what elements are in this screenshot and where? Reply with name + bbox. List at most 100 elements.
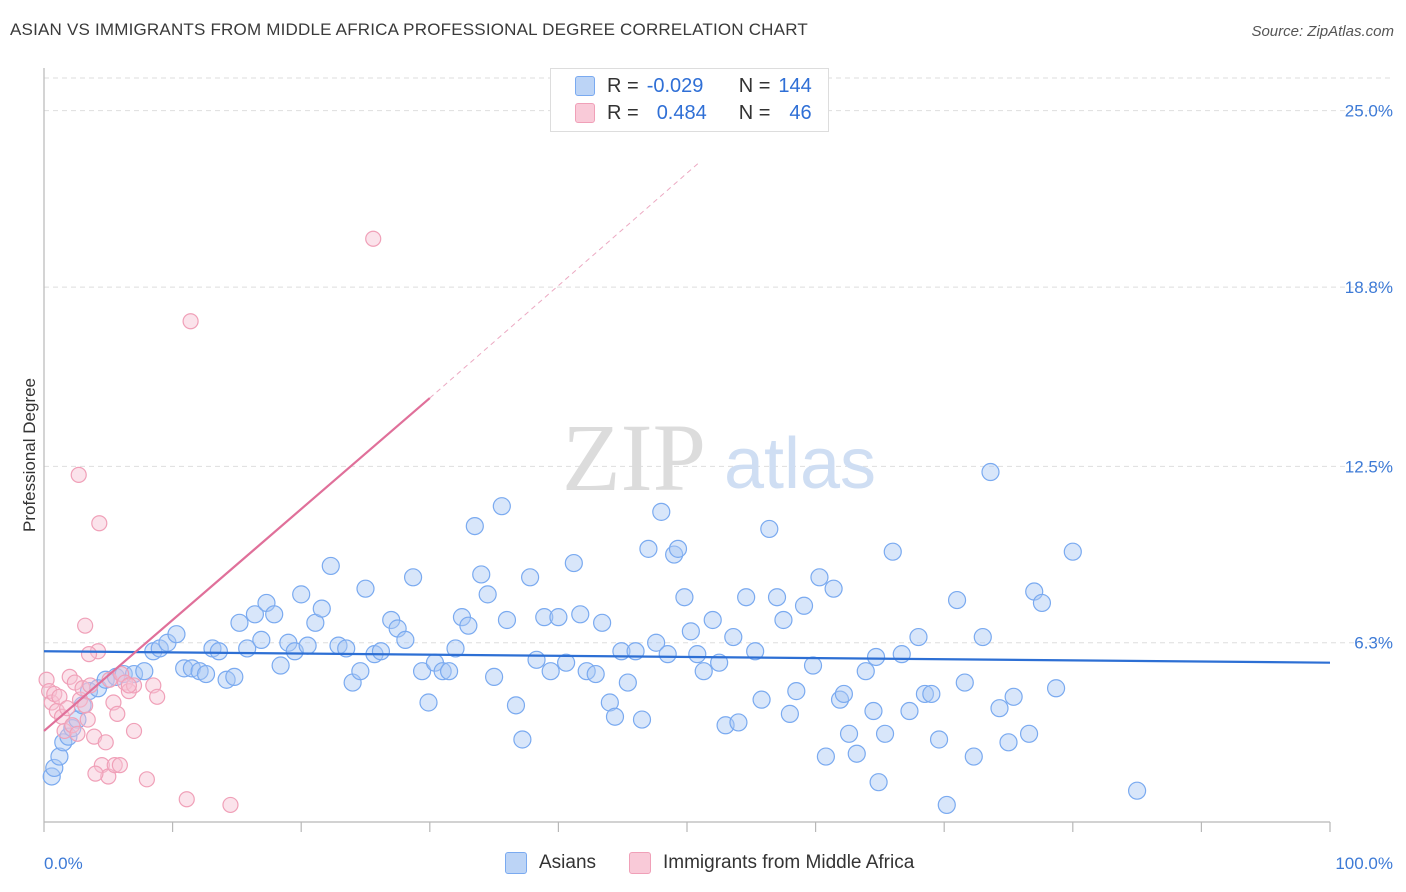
asian-point: [964, 747, 983, 766]
legend-n-label: N =: [738, 101, 771, 124]
asian-point: [298, 636, 317, 655]
asian-point: [892, 645, 911, 664]
asian-point: [513, 730, 532, 749]
chart-title: ASIAN VS IMMIGRANTS FROM MIDDLE AFRICA P…: [10, 20, 808, 39]
asian-point: [787, 682, 806, 701]
asian-point: [521, 568, 540, 587]
asian-point: [869, 773, 888, 792]
asian-point: [973, 627, 992, 647]
asian-point: [196, 664, 216, 684]
asian-point: [1019, 724, 1039, 743]
legend-r-label: R =: [607, 74, 639, 97]
bottom-legend-label-asians: Asians: [539, 852, 597, 873]
y-tick-label: 12.5%: [1345, 457, 1393, 476]
asian-point: [403, 568, 423, 587]
asian-point: [929, 730, 949, 749]
asian-point: [955, 673, 974, 692]
asian-point: [96, 670, 115, 689]
asian-point: [433, 662, 452, 681]
middle-africa-point: [69, 725, 86, 742]
asian-point: [230, 613, 249, 632]
asian-point: [875, 724, 895, 743]
asian-point: [265, 605, 284, 624]
middle-africa-point: [97, 734, 114, 751]
asian-point: [900, 701, 919, 721]
legend-swatch-middle-africa: [575, 103, 595, 123]
asian-point: [586, 664, 605, 684]
middle-africa-point: [125, 677, 143, 694]
asian-point: [351, 662, 370, 681]
asian-point: [710, 653, 729, 672]
asian-point: [1063, 542, 1082, 561]
asian-point: [810, 568, 829, 587]
middle-africa-point: [79, 711, 96, 728]
asian-point: [834, 684, 853, 704]
middle-africa-point: [91, 515, 108, 532]
middle-africa-point: [365, 230, 382, 247]
asian-point: [752, 690, 771, 709]
asian-point: [245, 605, 265, 624]
asian-point: [419, 693, 438, 712]
asian-point: [915, 684, 935, 704]
grid-lines: [44, 77, 1392, 644]
asian-point: [866, 647, 886, 667]
middle-africa-point: [120, 677, 137, 694]
asian-point: [990, 699, 1009, 718]
asian-point: [694, 662, 713, 681]
asian-point: [909, 627, 928, 647]
asian-point: [439, 662, 459, 681]
y-tick-label: 18.8%: [1345, 278, 1393, 297]
asian-point: [167, 625, 186, 644]
middle-africa-point: [77, 617, 94, 634]
asian-point: [883, 542, 902, 561]
middle-africa-point: [111, 756, 128, 774]
middle-africa-point: [113, 665, 130, 683]
asian-point: [356, 579, 375, 598]
asian-point: [760, 519, 779, 539]
asian-point: [497, 610, 517, 630]
asian-point: [1127, 781, 1147, 800]
watermark-zip: ZIP: [562, 404, 706, 511]
asian-point: [396, 630, 415, 650]
asian-point: [605, 707, 625, 726]
asian-point: [981, 462, 1000, 482]
middle-africa-point: [51, 688, 68, 705]
asian-point: [337, 639, 356, 658]
asian-point: [774, 610, 793, 630]
asian-point: [632, 710, 652, 729]
asian-point: [371, 642, 391, 661]
asian-point: [737, 588, 756, 607]
middle-africa-point: [125, 722, 143, 740]
middle-africa-point: [109, 705, 126, 722]
asian-point: [459, 616, 478, 635]
asian-point: [658, 645, 677, 664]
asian-point: [681, 622, 700, 641]
asian-point: [312, 599, 331, 618]
legend-n-label: N =: [738, 74, 771, 97]
asian-point: [593, 613, 612, 632]
asian-point: [506, 696, 526, 715]
asian-point: [175, 659, 194, 678]
middle-africa-point: [182, 313, 199, 330]
asian-point: [647, 633, 666, 652]
source-label: Source: ZipAtlas.com: [1251, 23, 1394, 40]
asian-point: [45, 758, 64, 778]
legend-r-value: 0.484: [656, 101, 707, 124]
asian-point: [271, 656, 290, 675]
y-tick-label: 6.3%: [1354, 634, 1393, 653]
middle-africa-point: [87, 765, 104, 782]
x-tick-label: 100.0%: [1335, 854, 1393, 873]
data-points: [38, 230, 1147, 815]
bottom-legend-middle-africa: Immigrants from Middle Africa: [629, 852, 914, 874]
asian-point: [780, 704, 799, 723]
asian-point: [824, 579, 843, 598]
asian-point: [947, 590, 967, 610]
asian-point: [839, 724, 859, 743]
asian-point: [485, 667, 504, 686]
asian-point: [292, 585, 311, 604]
asian-point: [527, 650, 546, 669]
asian-point: [321, 556, 340, 576]
legend-n-value: 144: [778, 74, 812, 97]
asian-point: [724, 627, 743, 647]
asian-point: [688, 645, 707, 664]
